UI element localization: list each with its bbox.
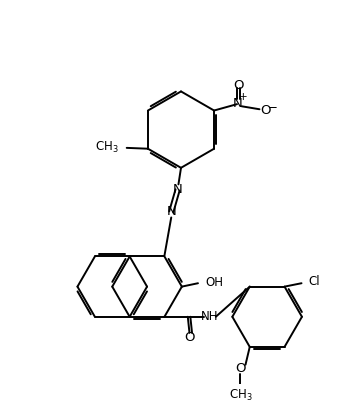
Text: CH$_3$: CH$_3$ — [228, 388, 252, 403]
Text: O: O — [261, 104, 271, 117]
Text: N: N — [233, 97, 243, 110]
Text: Cl: Cl — [308, 276, 320, 288]
Text: NH: NH — [201, 310, 219, 323]
Text: CH$_3$: CH$_3$ — [94, 140, 118, 155]
Text: N: N — [167, 206, 176, 218]
Text: N: N — [173, 183, 182, 197]
Text: O: O — [184, 332, 195, 344]
Text: O: O — [233, 79, 244, 92]
Text: O: O — [235, 363, 246, 375]
Text: +: + — [239, 91, 248, 101]
Text: −: − — [268, 101, 278, 114]
Text: OH: OH — [206, 276, 224, 289]
